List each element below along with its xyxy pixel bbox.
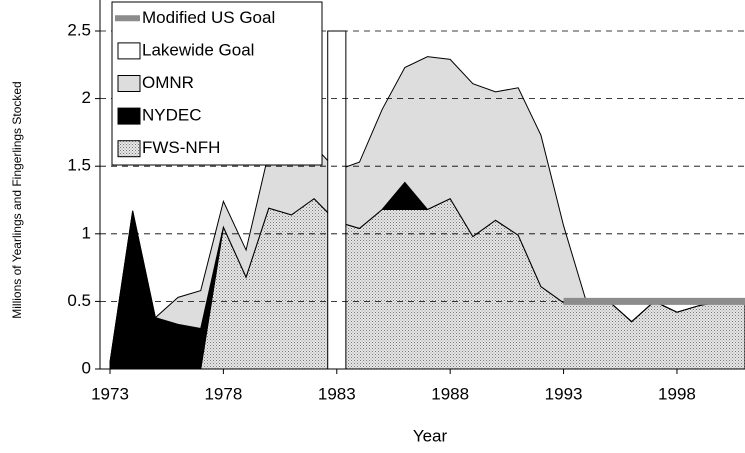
legend-swatch xyxy=(117,75,141,92)
x-tick-label: 1988 xyxy=(431,384,469,403)
legend-label: FWS-NFH xyxy=(142,138,220,157)
legend-label: Lakewide Goal xyxy=(142,40,254,59)
y-tick-label: 2 xyxy=(82,88,91,107)
x-tick-label: 1983 xyxy=(318,384,356,403)
legend-swatch xyxy=(117,42,141,60)
x-tick-label: 1993 xyxy=(545,384,583,403)
legend-label: Modified US Goal xyxy=(142,8,275,27)
y-tick-label: 0.5 xyxy=(67,291,91,310)
x-tick-label: 1973 xyxy=(91,384,129,403)
y-tick-label: 2.5 xyxy=(67,20,91,39)
x-tick-label: 1978 xyxy=(204,384,242,403)
y-tick-label: 1.5 xyxy=(67,156,91,175)
legend-swatch xyxy=(117,140,141,158)
y-tick-label: 1 xyxy=(82,223,91,242)
goal-bar xyxy=(327,30,347,370)
legend-label: NYDEC xyxy=(142,106,202,125)
legend-label: OMNR xyxy=(142,73,194,92)
x-axis-title: Year xyxy=(413,426,448,445)
x-tick-label: 1998 xyxy=(658,384,696,403)
legend-box xyxy=(111,1,323,166)
y-tick-label: 0 xyxy=(82,358,91,377)
legend-swatch xyxy=(117,107,141,125)
y-axis-title: Millions of Yearlings and Fingerlings St… xyxy=(10,81,24,318)
